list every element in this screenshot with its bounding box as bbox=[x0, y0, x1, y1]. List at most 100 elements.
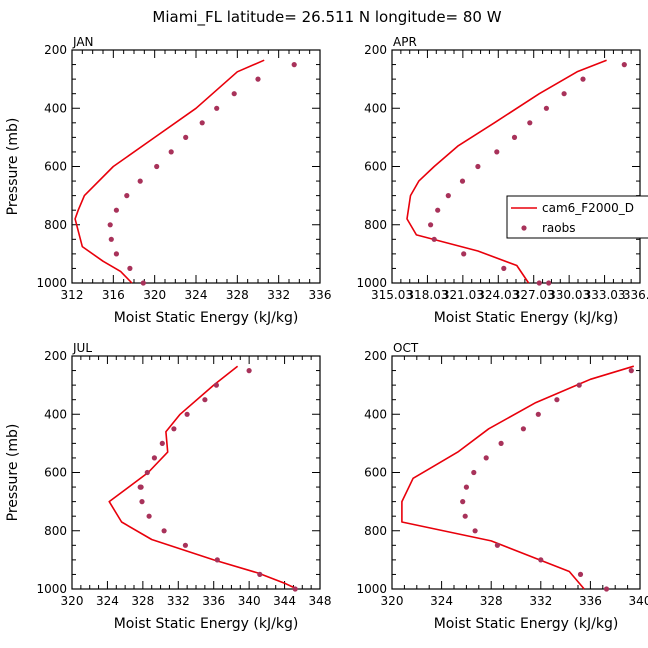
y-tick-label: 600 bbox=[364, 466, 387, 480]
legend-label: raobs bbox=[542, 221, 576, 235]
panel-label: APR bbox=[393, 35, 417, 49]
raobs-point bbox=[546, 280, 552, 286]
panel-label: JAN bbox=[72, 35, 94, 49]
panel-apr: APR315.03318.03321.03324.03327.03330.033… bbox=[356, 35, 648, 326]
y-tick-label: 800 bbox=[364, 218, 387, 232]
x-tick-label: 340 bbox=[238, 594, 261, 608]
raobs-point bbox=[168, 149, 174, 155]
y-tick-label: 400 bbox=[364, 407, 387, 421]
raobs-point bbox=[146, 513, 152, 519]
x-tick-label: 324 bbox=[185, 288, 208, 302]
raobs-point bbox=[113, 251, 119, 257]
raobs-point bbox=[498, 440, 504, 446]
x-tick-label: 312 bbox=[61, 288, 84, 302]
panel-jan: JAN 312 316 320 324 328 332 336 200 400 600 800 1000… bbox=[5, 35, 331, 326]
x-axis-label: Moist Static Energy (kJ/kg) bbox=[114, 616, 299, 632]
raobs-point bbox=[199, 120, 205, 126]
raobs-point bbox=[462, 513, 468, 519]
raobs-point bbox=[463, 484, 469, 490]
raobs-point bbox=[543, 105, 550, 111]
x-axis-label: Moist Static Energy (kJ/kg) bbox=[114, 310, 299, 326]
raobs-point bbox=[483, 455, 489, 461]
legend-box bbox=[506, 195, 648, 239]
x-tick-label: 327.03 bbox=[513, 288, 555, 302]
raobs-point bbox=[214, 105, 220, 111]
y-tick-label: 1000 bbox=[356, 582, 387, 596]
raobs-point bbox=[459, 178, 466, 184]
raobs-point bbox=[561, 91, 567, 97]
figure-title: Miami_FL latitude= 26.511 N longitude= 8… bbox=[152, 8, 501, 27]
x-tick-label: 330.03 bbox=[548, 288, 590, 302]
raobs-point bbox=[460, 499, 466, 505]
x-tick-label: 332 bbox=[267, 288, 290, 302]
y-tick-label: 400 bbox=[44, 101, 67, 115]
raobs-point bbox=[576, 382, 582, 388]
x-tick-label: 332 bbox=[529, 594, 552, 608]
raobs-point bbox=[108, 236, 114, 242]
y-tick-label: 200 bbox=[364, 349, 387, 363]
raobs-point bbox=[435, 207, 441, 213]
x-tick-label: 321.03 bbox=[442, 288, 484, 302]
raobs-point bbox=[202, 397, 208, 403]
y-tick-label: 600 bbox=[44, 160, 67, 174]
raobs-point bbox=[107, 222, 113, 228]
raobs-point bbox=[471, 469, 477, 476]
raobs-point bbox=[139, 499, 145, 505]
raobs-point bbox=[536, 280, 542, 286]
raobs-point bbox=[127, 265, 133, 271]
raobs-point bbox=[628, 368, 634, 374]
panel-jul: JUL 320 324 328 332 336 340 344 348 200 400 600 800 1… bbox=[5, 341, 331, 632]
raobs-point bbox=[445, 193, 451, 199]
raobs-point bbox=[291, 62, 297, 68]
y-axis-label: Pressure (mb) bbox=[5, 118, 21, 216]
x-tick-label: 340 bbox=[629, 594, 648, 608]
series-line-model bbox=[401, 365, 635, 590]
x-tick-label: 336 bbox=[309, 288, 332, 302]
x-tick-label: 324.03 bbox=[477, 288, 519, 302]
y-tick-label: 600 bbox=[44, 466, 67, 480]
raobs-point bbox=[580, 76, 586, 82]
y-tick-label: 400 bbox=[364, 101, 387, 115]
raobs-point bbox=[292, 586, 298, 592]
raobs-point bbox=[472, 528, 478, 534]
y-tick-label: 800 bbox=[44, 218, 67, 232]
raobs-point bbox=[461, 251, 467, 257]
y-tick-label: 200 bbox=[364, 43, 387, 57]
raobs-point bbox=[161, 528, 167, 534]
raobs-point bbox=[214, 557, 220, 563]
raobs-point bbox=[577, 571, 584, 578]
y-tick-label: 200 bbox=[44, 349, 67, 363]
raobs-point bbox=[182, 542, 188, 548]
y-tick-label: 1000 bbox=[36, 582, 67, 596]
x-tick-label: 336 bbox=[202, 594, 225, 608]
raobs-point bbox=[154, 163, 160, 170]
y-tick-label: 800 bbox=[44, 524, 67, 538]
x-tick-label: 320 bbox=[143, 288, 166, 302]
y-tick-label: 400 bbox=[44, 407, 67, 421]
y-tick-label: 1000 bbox=[356, 276, 387, 290]
series-line-model bbox=[74, 59, 265, 284]
raobs-point bbox=[431, 236, 437, 242]
raobs-point bbox=[140, 280, 146, 286]
series-line-model bbox=[406, 59, 607, 284]
legend-marker-swatch bbox=[521, 225, 527, 231]
panel-oct: OCT 320 324 328 332 336 340 200 400 600 800 1000 Moi… bbox=[356, 341, 648, 632]
raobs-point bbox=[171, 426, 177, 432]
raobs-point bbox=[113, 207, 119, 213]
raobs-point bbox=[520, 426, 527, 432]
x-tick-label: 344 bbox=[273, 594, 296, 608]
x-tick-label: 315.03 bbox=[371, 288, 413, 302]
raobs-point bbox=[144, 469, 150, 476]
raobs-point bbox=[137, 484, 143, 490]
y-tick-label: 1000 bbox=[36, 276, 67, 290]
x-tick-label: 336 bbox=[579, 594, 602, 608]
y-tick-label: 200 bbox=[44, 43, 67, 57]
raobs-point bbox=[535, 411, 541, 417]
raobs-point bbox=[137, 178, 143, 184]
raobs-point bbox=[494, 149, 500, 155]
raobs-point bbox=[213, 382, 219, 388]
x-tick-label: 320 bbox=[381, 594, 404, 608]
x-tick-label: 324 bbox=[430, 594, 453, 608]
